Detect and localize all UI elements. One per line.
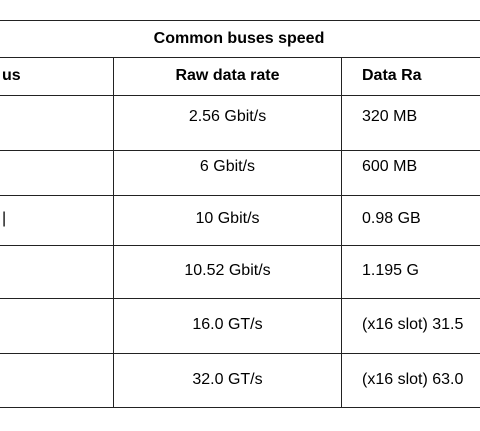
table-cell: 6 Gbit/s [199, 158, 256, 175]
rule [0, 95, 480, 96]
table-cell: 2.56 Gbit/s [188, 108, 267, 125]
table-cell: 10 Gbit/s [195, 210, 260, 227]
table-title: Common buses speed [153, 30, 325, 47]
table-cell: 10.52 Gbit/s [184, 262, 271, 279]
rule [0, 407, 480, 408]
rule [0, 298, 480, 299]
header-cell: Data Ra [362, 67, 422, 84]
table-cell: | [2, 210, 7, 227]
table-cell: 32.0 GT/s [192, 371, 263, 388]
rule [0, 353, 480, 354]
table-cell: 1.195 G [362, 262, 419, 279]
column-rule [113, 57, 114, 407]
rule [0, 57, 480, 58]
table-cell: (x16 slot) 31.5 [362, 316, 464, 333]
rule [0, 245, 480, 246]
header-cell: us [2, 67, 21, 84]
table-cell: 320 MB [362, 108, 418, 125]
column-rule [341, 57, 342, 407]
header-cell: Raw data rate [175, 67, 280, 84]
rule [0, 195, 480, 196]
table-cell: 0.98 GB [362, 210, 421, 227]
table-cell: 600 MB [362, 158, 418, 175]
table-cell: 16.0 GT/s [192, 316, 263, 333]
rule [0, 150, 480, 151]
rule [0, 20, 480, 21]
table-cell: (x16 slot) 63.0 [362, 371, 464, 388]
